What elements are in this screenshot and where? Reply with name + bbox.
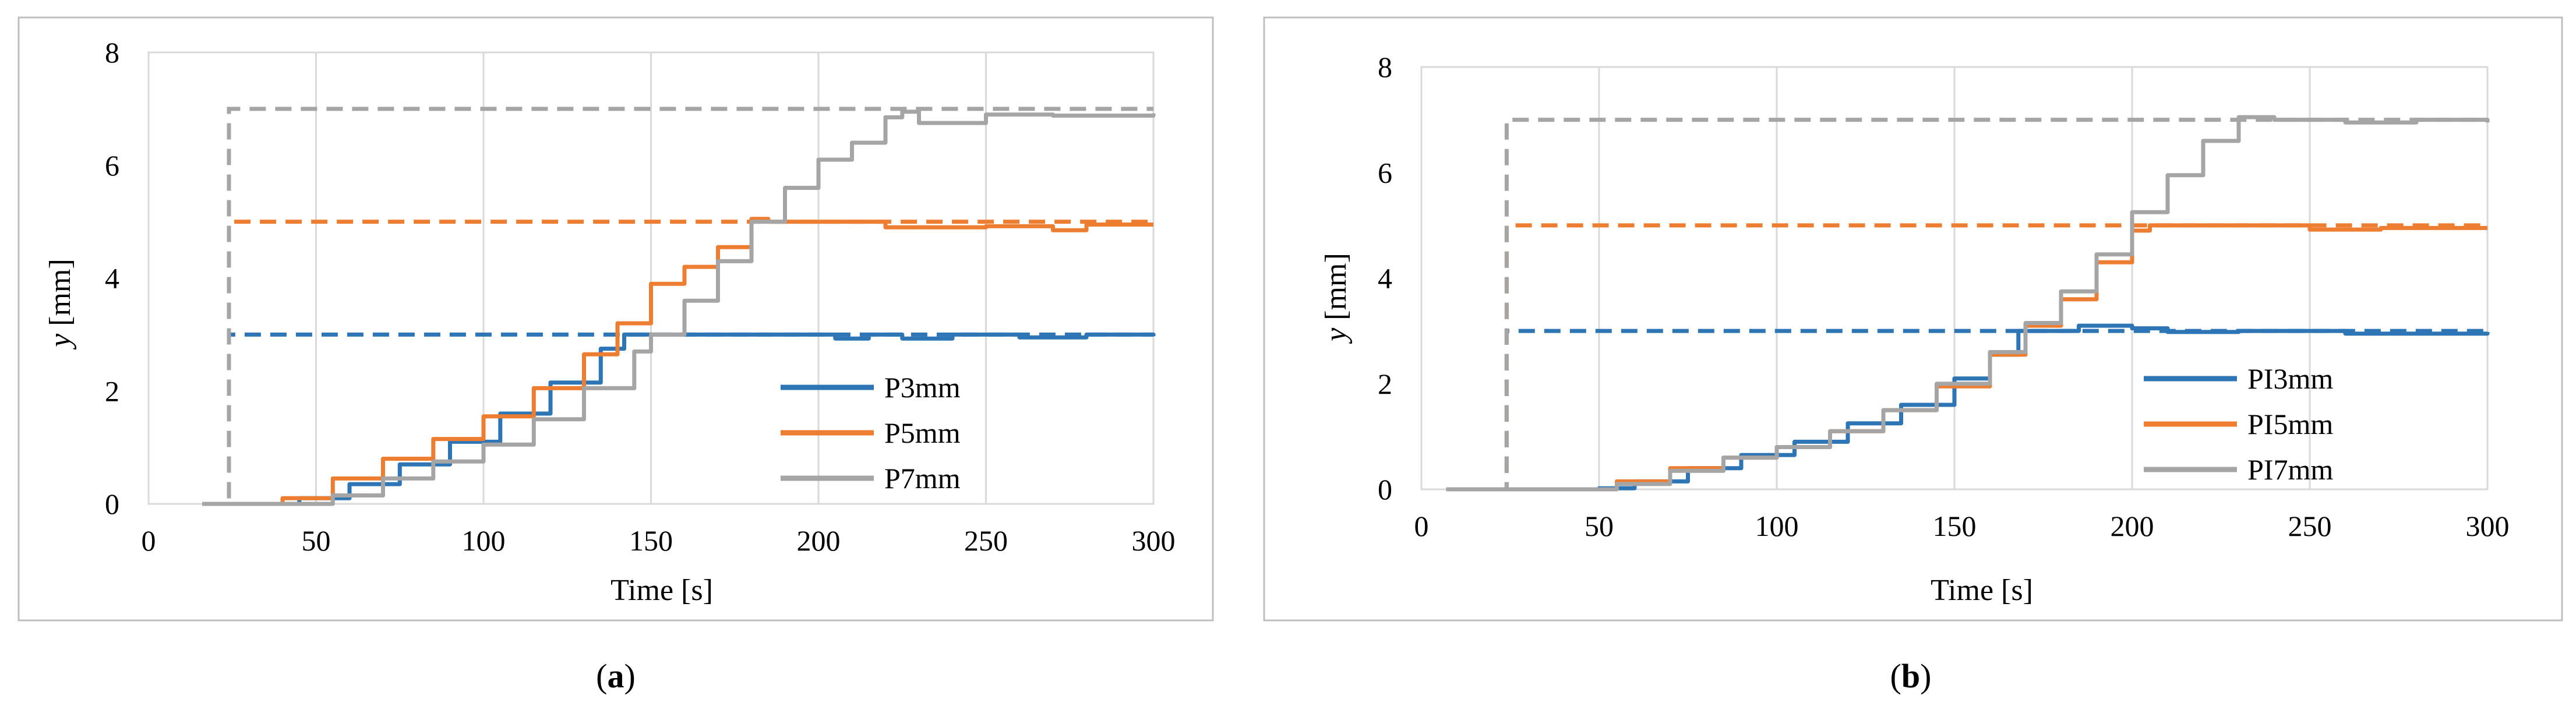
panel-a-y-tick-label: 4 — [105, 262, 119, 295]
panel-a-x-tick-label: 150 — [629, 524, 673, 557]
panel-b-x-tick-label: 200 — [2111, 510, 2154, 542]
panel-b-series-line-PI7mm — [1446, 115, 2490, 492]
panel-a-legend-label: P3mm — [884, 371, 961, 404]
panel-b-y-tick-label: 6 — [1378, 156, 1392, 189]
panel-b-caption-letter: b — [1901, 657, 1920, 695]
panel-b-y-tick-label: 0 — [1378, 473, 1392, 506]
panel-b-y-tick-label: 8 — [1378, 51, 1392, 83]
panel-b-legend-label: PI3mm — [2247, 362, 2333, 395]
panel-a-ylabel-unit: [mm] — [44, 259, 77, 334]
panel-b-legend-label: PI5mm — [2247, 408, 2333, 440]
panel-a-x-tick-label: 300 — [1132, 524, 1176, 557]
panel-b-x-tick-label: 100 — [1755, 510, 1799, 542]
panel-a-caption: (a) — [596, 657, 636, 695]
panel-a-plot: 0 50 100 150 200 250 300 0 2 4 6 8 P3mm P5mm P7mm — [105, 36, 1176, 557]
panel-b-y-tick-label: 2 — [1378, 368, 1392, 400]
panel-a-x-tick-label: 250 — [964, 524, 1008, 557]
panel-a-ylabel-var: y — [44, 333, 77, 350]
panel-b-caption: (b) — [1890, 657, 1932, 695]
panel-a-series-line-P7mm — [202, 110, 1156, 506]
panel-b-frame — [1263, 16, 2563, 622]
panel-a-frame — [17, 16, 1214, 622]
panel-b-legend-label: PI7mm — [2247, 453, 2333, 486]
panel-b-x-tick-label: 300 — [2466, 510, 2510, 542]
panel-a-x-tick-label: 200 — [797, 524, 841, 557]
panel-a-caption-letter: a — [608, 657, 624, 695]
panel-a-legend-label: P7mm — [884, 462, 961, 495]
panel-a-legend-label: P5mm — [884, 416, 961, 449]
panel-a-x-tick-label: 100 — [462, 524, 506, 557]
panel-b-y-tick-label: 4 — [1378, 262, 1392, 295]
panel-a-x-tick-label: 0 — [142, 524, 156, 557]
panel-a-series-line-P3mm — [202, 332, 1156, 506]
panel-a-y-tick-label: 2 — [105, 375, 119, 407]
panel-b-ylabel-unit: [mm] — [1319, 253, 1353, 328]
panel-b-x-tick-label: 0 — [1414, 510, 1429, 542]
chart-panel-a: 0 50 100 150 200 250 300 0 2 4 6 8 P3mm P5mm P7mm Time… — [17, 16, 1214, 695]
panel-b-x-tick-label: 150 — [1933, 510, 1977, 542]
panel-b-plot: 0 50 100 150 200 250 300 0 2 4 6 8 PI3mm PI5mm PI7mm — [1378, 51, 2510, 542]
panel-a-y-tick-label: 8 — [105, 36, 119, 69]
panel-b-ylabel: y [mm] — [1319, 253, 1353, 344]
panel-b-ylabel-var: y — [1319, 327, 1353, 344]
panel-b-x-tick-label: 250 — [2288, 510, 2332, 542]
chart-panel-b: 0 50 100 150 200 250 300 0 2 4 6 8 PI3mm PI5mm PI7mm T… — [1263, 16, 2563, 695]
panel-a-series-line-P5mm — [202, 217, 1153, 506]
panel-b-xlabel: Time [s] — [1931, 574, 2033, 607]
panel-a-ylabel: y [mm] — [44, 259, 77, 350]
panel-a-xlabel: Time [s] — [611, 574, 713, 607]
panel-b-x-tick-label: 50 — [1585, 510, 1614, 542]
panel-a-y-tick-label: 0 — [105, 488, 119, 520]
panel-a-x-tick-label: 50 — [302, 524, 331, 557]
panel-a-y-tick-label: 6 — [105, 149, 119, 182]
